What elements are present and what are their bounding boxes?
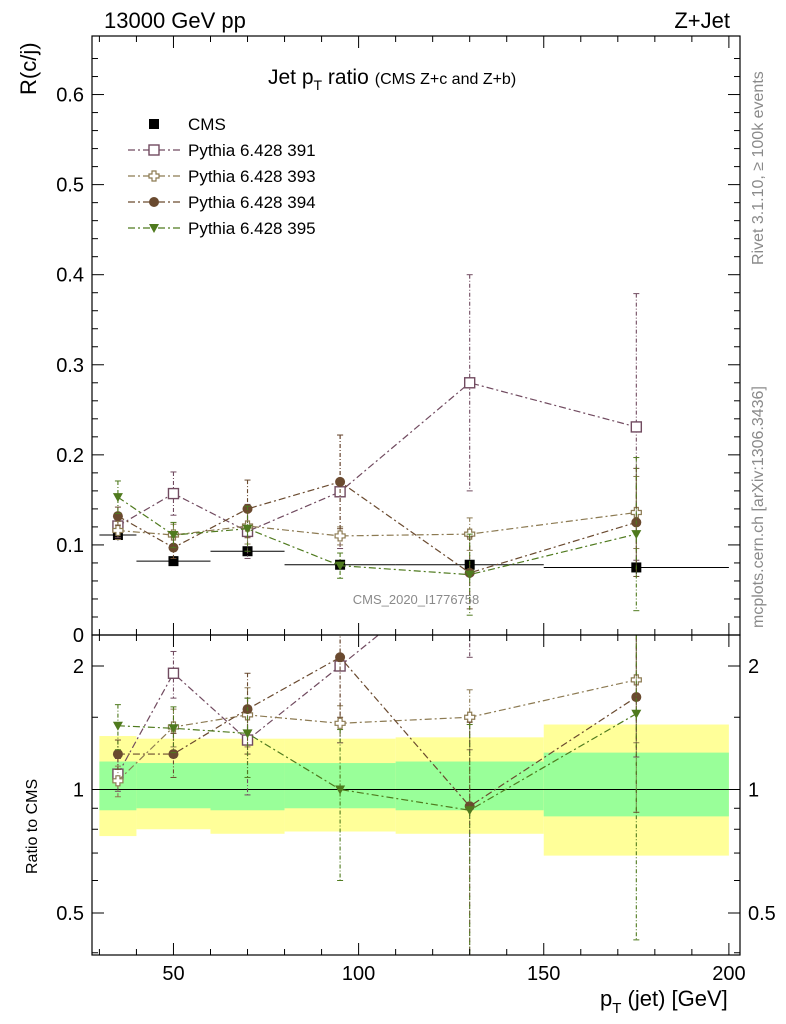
plot-title: Jet pT ratio (CMS Z+c and Z+b) [268,66,516,93]
ratio-395-point [242,729,253,739]
legend-marker [148,170,160,182]
series-391-line [117,382,637,533]
ratio-ytick-label-right: 1 [748,779,759,801]
ratio-ytick-label: 0.5 [56,903,84,925]
series-393 [112,475,642,551]
ratio-uncertainty-bands [92,724,740,856]
ratio-393-line [117,679,637,782]
legend-entry: Pythia 6.428 391 [128,141,316,160]
legend-label: Pythia 6.428 393 [188,167,316,186]
legend-marker [149,224,159,233]
series-395-point [464,570,475,580]
series-395-point [168,531,179,541]
series-395-point [631,530,642,540]
cms-point [168,556,179,567]
ratio-395-line [117,713,637,811]
x-axis-label: pT (jet) [GeV] [600,986,728,1017]
series-391-point [167,487,180,500]
ratio-394-point [631,692,642,703]
ratio-394-line [117,656,637,808]
series-393-line [117,511,637,537]
main-ytick-label: 0.5 [56,175,84,197]
main-ytick-label: 0 [73,625,84,647]
ratio-394-point [112,749,123,760]
energy-label: 13000 GeV pp [104,8,246,33]
ratio-ytick-label: 2 [73,656,84,678]
legend-entry: CMS [149,115,226,134]
ratio-395-point [112,721,123,731]
main-ytick-label: 0.4 [56,265,84,287]
rivet-version-note: Rivet 3.1.10, ≥ 100k events [750,71,767,265]
legend-marker [148,144,160,156]
ratio-393-point [464,711,476,723]
series-393-point [112,524,124,537]
legend-entry: Pythia 6.428 394 [128,193,316,212]
x-tick-label: 200 [712,963,745,985]
ratio-395-point [631,709,642,719]
legend-label: Pythia 6.428 394 [188,193,316,212]
ratio-395 [112,635,642,955]
series-395-point [112,493,123,503]
ratio-393-point [334,717,346,729]
main-y-axis-label: R(c/j) [16,42,41,95]
series-cms [99,529,729,574]
series-391-point [630,421,643,433]
x-tick-label: 50 [162,963,184,985]
ratio-ytick-label: 1 [73,779,84,801]
ratio-panel [112,635,642,955]
ratio-394-point [335,652,346,663]
series-394-point [112,511,123,522]
legend-entry: Pythia 6.428 395 [128,219,316,238]
series-394-line [117,481,637,574]
x-tick-label: 100 [342,963,375,985]
legend: CMS Pythia 6.428 391 Pythia 6.428 393 Pythi… [128,115,316,238]
ratio-393-point [112,775,124,787]
axes: 0 0.1 0.2 0.3 0.4 0.5 0.6 50 100 150 200 0.5 0.5 1 1 2 2 [56,35,776,985]
legend-entry: Pythia 6.428 393 [128,167,316,186]
series-393-point [334,530,346,542]
ratio-394-point [168,749,179,760]
ratio-393-point [630,674,642,686]
legend-label: Pythia 6.428 395 [188,219,316,238]
series-395-point [335,561,346,571]
ratio-plot-area [112,635,642,955]
series-394-point [335,476,346,487]
main-ytick-label: 0.6 [56,85,84,107]
ratio-391-line [117,635,380,775]
ratio-395-point [335,785,346,795]
main-ytick-label: 0.2 [56,445,84,467]
ratio-ytick-label-right: 0.5 [748,903,776,925]
ratio-frame [91,634,741,956]
process-label: Z+Jet [674,8,730,33]
legend-marker [149,119,159,129]
x-tick-label: 150 [527,963,560,985]
legend-marker [149,197,159,207]
ratio-391-point [167,667,180,679]
ratio-395-point [464,806,475,816]
main-panel [99,274,729,616]
plot-subtitle: (CMS Z+c and Z+b) [375,71,516,88]
series-391 [112,274,643,561]
series-395-point [242,524,253,534]
series-395 [112,457,642,616]
legend-label: CMS [188,115,226,134]
ratio-ytick-label-right: 2 [748,656,759,678]
series-395-line [117,496,637,576]
ratio-395-point [168,724,179,734]
main-plot-area [99,274,729,616]
main-ytick-label: 0.1 [56,535,84,557]
main-ytick-label: 0.3 [56,355,84,377]
analysis-label: CMS_2020_I1776758 [353,592,480,607]
series-391-point [463,377,476,389]
legend-label: Pythia 6.428 391 [188,141,316,160]
mcplots-note: mcplots.cern.ch [arXiv:1306.3436] [750,386,767,628]
ratio-y-axis-label: Ratio to CMS [24,779,41,874]
